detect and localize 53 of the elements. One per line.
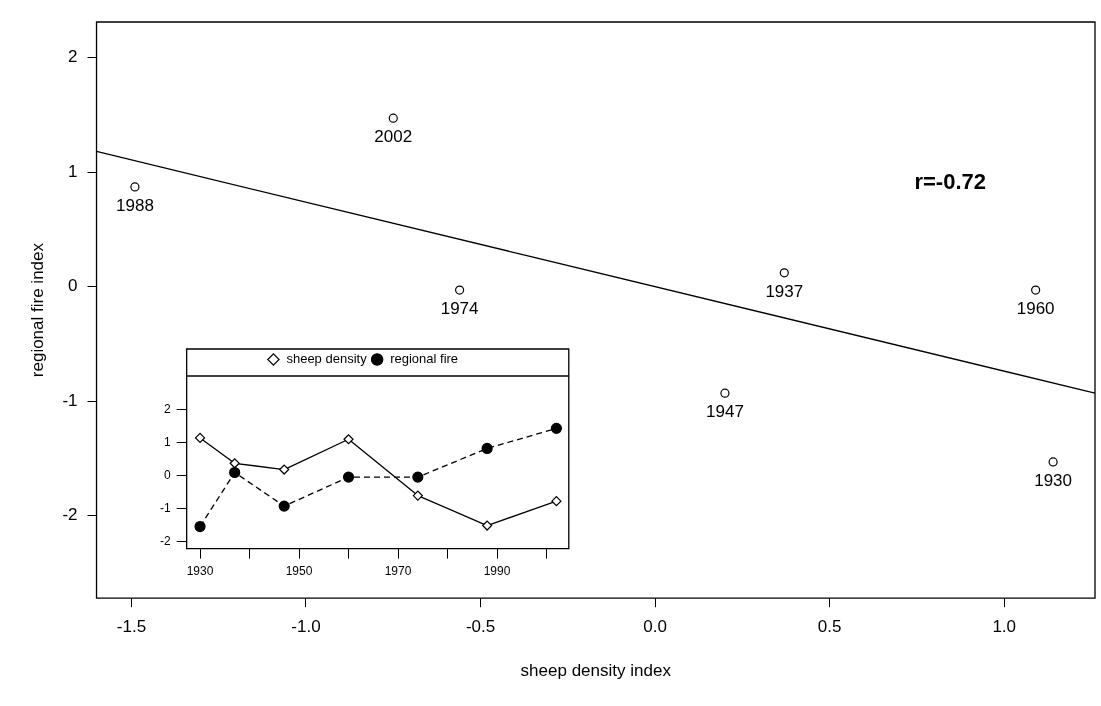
point bbox=[229, 466, 241, 479]
legend-label: regional fire bbox=[390, 351, 459, 367]
x-tick-label: 1.0 bbox=[992, 617, 1017, 637]
point bbox=[412, 471, 424, 483]
point bbox=[278, 500, 290, 512]
x-tick-label: 1950 bbox=[285, 564, 313, 579]
x-tick-label: -1.5 bbox=[116, 617, 147, 637]
annotation: 1930 bbox=[1034, 471, 1073, 491]
point bbox=[388, 113, 398, 123]
point bbox=[194, 520, 206, 533]
point bbox=[550, 422, 563, 434]
x-tick-label: -1.0 bbox=[291, 617, 321, 637]
y-tick-label: 0 bbox=[163, 467, 171, 482]
point bbox=[720, 388, 730, 398]
x-tick-label: 1930 bbox=[186, 564, 214, 579]
annotation: 1960 bbox=[1016, 299, 1055, 319]
point bbox=[481, 442, 493, 455]
y-tick-label: -1 bbox=[160, 500, 171, 515]
x-tick-label: -0.5 bbox=[465, 617, 496, 637]
annotation: r=-0.72 bbox=[914, 169, 986, 195]
legend-label: sheep density bbox=[286, 351, 368, 367]
annotation: 1947 bbox=[706, 402, 744, 422]
point bbox=[194, 432, 206, 444]
annotation: 1988 bbox=[116, 196, 154, 216]
y-tick-label: 1 bbox=[68, 161, 78, 181]
point bbox=[482, 520, 493, 531]
y-tick-label: -2 bbox=[160, 533, 171, 548]
x-axis-title: sheep density index bbox=[520, 661, 672, 681]
annotation: 1974 bbox=[440, 299, 479, 319]
point bbox=[343, 434, 354, 445]
x-tick-label: 0.0 bbox=[643, 617, 667, 637]
y-tick-label: 1 bbox=[163, 434, 171, 449]
y-tick-label: -2 bbox=[62, 505, 78, 525]
point bbox=[229, 458, 240, 469]
annotation: 1937 bbox=[765, 282, 804, 302]
y-tick-label: -1 bbox=[62, 390, 78, 410]
point bbox=[455, 285, 465, 295]
point bbox=[551, 496, 562, 507]
y-tick-label: 2 bbox=[68, 47, 78, 67]
x-tick-label: 1970 bbox=[384, 564, 412, 579]
x-tick-label: 0.5 bbox=[817, 617, 842, 637]
y-tick-label: 0 bbox=[68, 276, 78, 296]
point bbox=[1031, 285, 1041, 295]
point bbox=[412, 490, 423, 501]
point bbox=[342, 471, 355, 483]
annotation: 2002 bbox=[374, 127, 413, 147]
x-tick-label: 1990 bbox=[483, 564, 511, 579]
point bbox=[279, 464, 290, 475]
point bbox=[1048, 457, 1058, 467]
y-tick-label: 2 bbox=[163, 401, 171, 416]
point bbox=[779, 268, 789, 278]
point bbox=[130, 182, 140, 192]
y-axis-title: regional fire index bbox=[27, 242, 47, 378]
